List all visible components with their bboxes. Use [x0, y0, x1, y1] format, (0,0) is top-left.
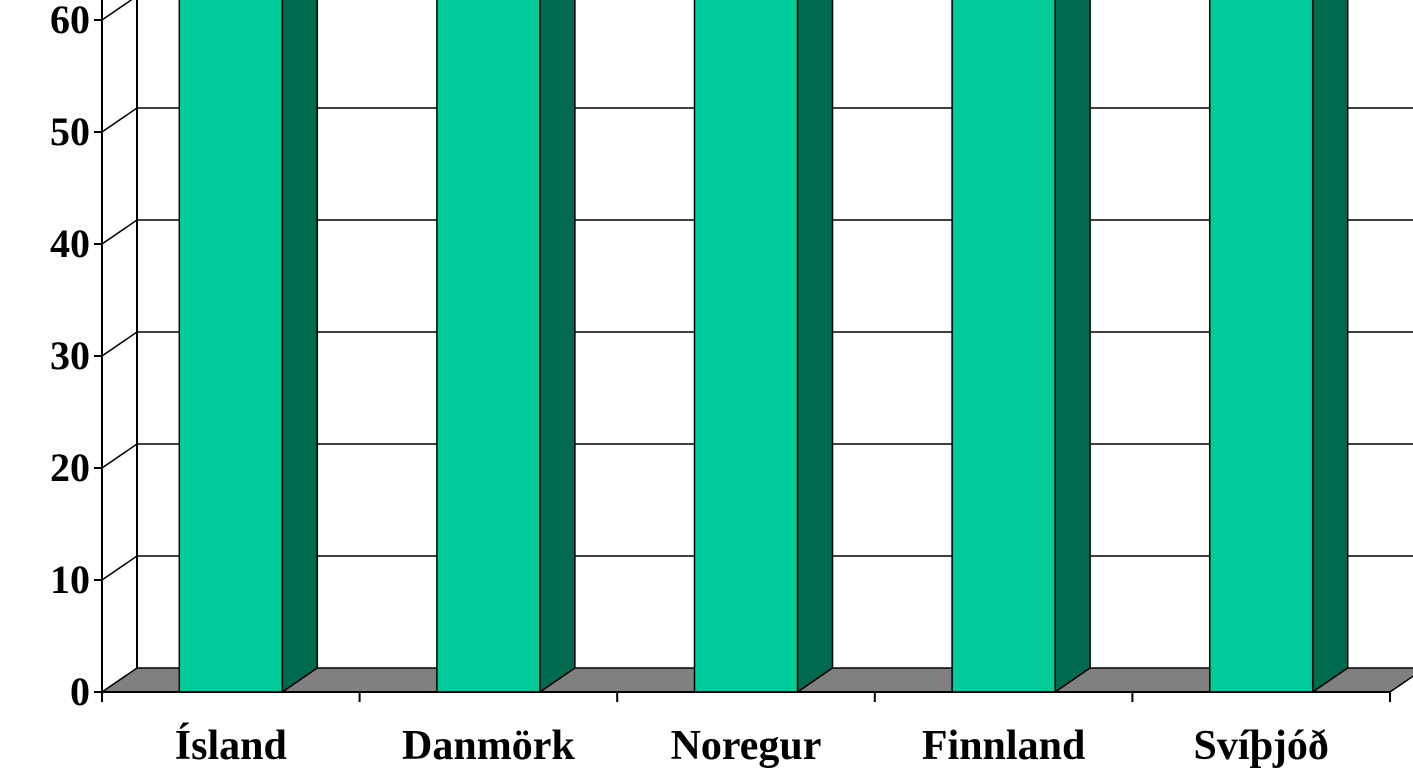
bars — [178, 0, 1349, 694]
x-tick-label: Svíþjóð — [1194, 723, 1329, 769]
bar-side — [796, 0, 834, 694]
bar-front — [178, 0, 284, 693]
y-tick-label: 30 — [50, 333, 90, 378]
y-tick-label: 20 — [50, 445, 90, 490]
bar — [1208, 0, 1349, 694]
x-tick-labels: Ísland Danmörk Noregur Finnland Svíþjóð — [175, 722, 1329, 769]
bar — [951, 0, 1091, 694]
bar-side — [539, 0, 576, 694]
y-tick-label: 10 — [50, 557, 90, 602]
y-tick-label: 50 — [50, 109, 90, 154]
bar-front — [1208, 0, 1314, 693]
y-tick-labels: 0102030405060708090100 — [50, 0, 90, 714]
bar-front — [436, 0, 541, 693]
bar — [178, 0, 319, 694]
bar-front — [693, 0, 799, 693]
bar — [436, 0, 576, 694]
x-tick-label: Ísland — [175, 722, 287, 769]
y-tick-label: 0 — [70, 669, 90, 714]
y-tick-label: 60 — [50, 0, 90, 42]
bar-front — [951, 0, 1056, 693]
x-tick-label: Danmörk — [402, 723, 575, 769]
bar-side — [281, 0, 319, 694]
y-tick-label: 40 — [50, 221, 90, 266]
x-tick-label: Finnland — [922, 723, 1085, 769]
bar — [693, 0, 834, 694]
bar-side — [1311, 0, 1349, 694]
x-tick-label: Noregur — [671, 723, 822, 769]
gridline — [101, 0, 133, 21]
bar-side — [1054, 0, 1091, 694]
